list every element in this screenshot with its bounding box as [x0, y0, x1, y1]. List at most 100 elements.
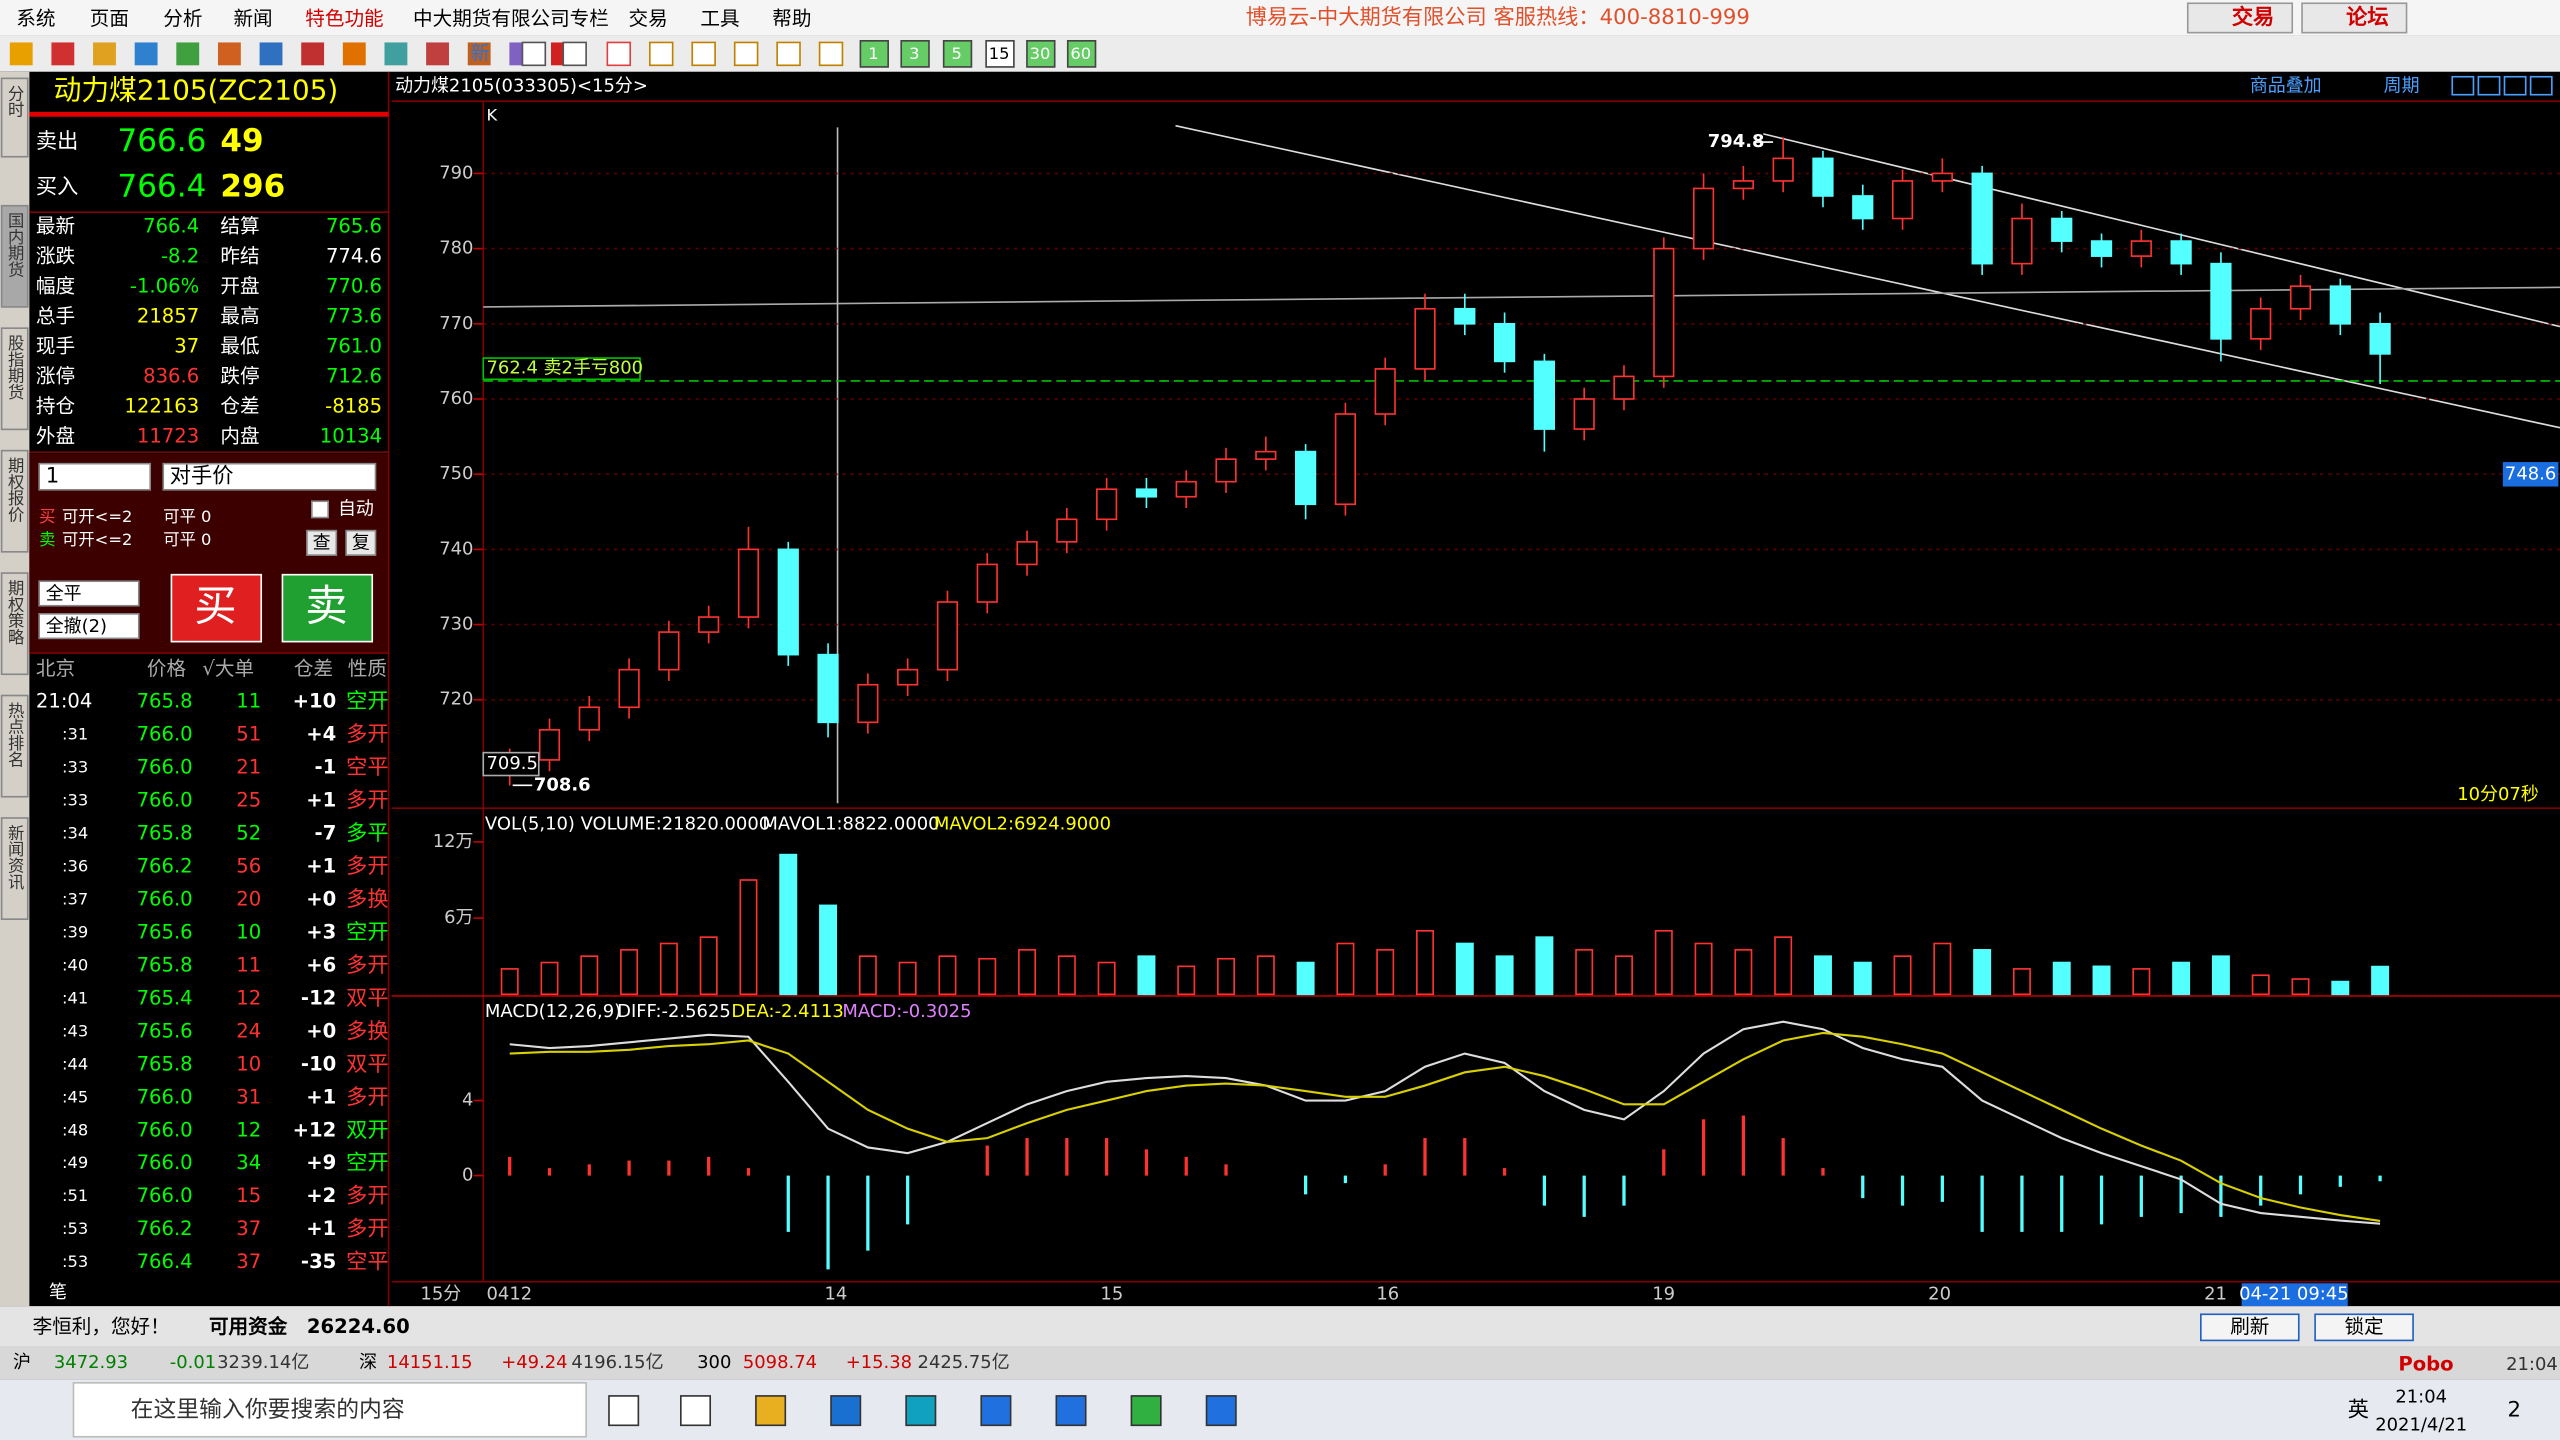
menu-item[interactable]: 工具	[700, 7, 739, 30]
refresh-label[interactable]: 刷新	[2230, 1315, 2269, 1338]
side-tab-label[interactable]: 股指期货	[5, 335, 24, 400]
toolbar-icon[interactable]	[301, 42, 325, 66]
auto-checkbox[interactable]	[311, 500, 329, 519]
ime-indicator[interactable]: 英	[2348, 1398, 2369, 1423]
period-label[interactable]: 30	[1030, 44, 1051, 63]
period-label[interactable]: 15	[989, 44, 1010, 63]
lock-button[interactable]	[2314, 1313, 2414, 1342]
chart-control[interactable]	[2503, 75, 2527, 96]
chart-link[interactable]: 商品叠加	[2250, 76, 2322, 97]
cancel-all-button[interactable]	[38, 613, 140, 640]
toolbar-icon[interactable]	[51, 42, 75, 66]
toolbar-icon[interactable]	[426, 42, 449, 66]
side-tab-label[interactable]: 分时	[5, 85, 24, 118]
toolbar-icon[interactable]	[9, 42, 33, 66]
period-button[interactable]	[1066, 40, 1097, 68]
sell-button[interactable]	[281, 573, 374, 643]
side-tab-label[interactable]: 热点排名	[5, 702, 24, 767]
taskbar-icon[interactable]	[680, 1395, 712, 1427]
period-button[interactable]	[942, 40, 973, 68]
menu-item[interactable]: 页面	[90, 7, 129, 30]
header-button-label[interactable]: 论坛	[2346, 4, 2388, 30]
side-tab-label[interactable]: 国内期货	[5, 212, 24, 277]
chart-control[interactable]	[2529, 75, 2553, 96]
toolbar-icon[interactable]	[467, 42, 491, 66]
toolbar-icon[interactable]	[818, 41, 844, 67]
taskbar-icon[interactable]	[1055, 1395, 1087, 1427]
chart-link[interactable]: 周期	[2384, 76, 2420, 97]
reset-button[interactable]	[345, 529, 377, 556]
toolbar-icon[interactable]	[521, 41, 547, 67]
period-label[interactable]: 1	[868, 44, 878, 63]
side-tab-label[interactable]: 期权策略	[5, 580, 24, 645]
side-tab[interactable]	[0, 449, 29, 553]
toolbar-label[interactable]: 新	[470, 41, 490, 64]
query-label[interactable]: 查	[313, 533, 331, 554]
menu-item[interactable]: 系统	[16, 7, 55, 30]
toolbar-icon[interactable]	[259, 42, 283, 66]
toolbar-icon[interactable]	[342, 42, 366, 66]
taskbar-icon[interactable]	[755, 1395, 787, 1427]
quantity-value[interactable]: 1	[46, 464, 60, 489]
toolbar-icon[interactable]	[562, 41, 587, 67]
menu-item[interactable]: 特色功能	[305, 7, 383, 30]
side-tab[interactable]	[0, 77, 29, 158]
search-placeholder[interactable]: 在这里输入你要搜索的内容	[131, 1397, 405, 1423]
taskbar-icon[interactable]	[830, 1395, 862, 1427]
cancel-all-label[interactable]: 全撤(2)	[46, 616, 107, 637]
menu-item[interactable]: 新闻	[233, 7, 272, 30]
toolbar-icon[interactable]	[134, 42, 158, 66]
header-button-label[interactable]: 交易	[2232, 4, 2274, 30]
taskbar-icon[interactable]	[1130, 1395, 1162, 1427]
close-all-label[interactable]: 全平	[46, 583, 82, 604]
header-button[interactable]	[2301, 2, 2408, 34]
period-button[interactable]	[1026, 40, 1056, 68]
close-all-button[interactable]	[38, 580, 140, 607]
lock-label[interactable]: 锁定	[2344, 1315, 2383, 1338]
side-tab[interactable]	[0, 204, 29, 308]
side-tab-label[interactable]: 新闻资讯	[5, 824, 24, 890]
menu-item[interactable]: 分析	[163, 7, 202, 30]
period-button[interactable]	[900, 40, 930, 68]
toolbar-icon[interactable]	[776, 41, 801, 67]
side-tab-label[interactable]: 期权报价	[5, 457, 24, 522]
search-box[interactable]	[72, 1382, 587, 1438]
menu-item[interactable]: 交易	[629, 7, 668, 30]
period-label[interactable]: 3	[909, 44, 919, 63]
notification-count[interactable]: 2	[2508, 1398, 2522, 1423]
query-button[interactable]	[306, 529, 338, 556]
menu-item[interactable]: 中大期货有限公司专栏	[413, 7, 609, 30]
toolbar-icon[interactable]	[176, 42, 200, 66]
buy-button[interactable]	[170, 573, 263, 643]
taskbar-icon[interactable]	[905, 1395, 937, 1427]
toolbar-icon[interactable]	[93, 42, 116, 66]
taskbar-icon[interactable]	[980, 1395, 1012, 1427]
toolbar-icon[interactable]	[691, 41, 716, 67]
side-tab[interactable]	[0, 694, 29, 798]
toolbar-icon[interactable]	[606, 41, 632, 67]
period-button[interactable]	[985, 40, 1015, 68]
price-type-select[interactable]	[162, 462, 377, 491]
side-tab[interactable]	[0, 327, 29, 431]
side-tab[interactable]	[0, 572, 29, 676]
menu-item[interactable]: 帮助	[772, 7, 811, 30]
toolbar-icon[interactable]	[648, 41, 674, 67]
period-button[interactable]	[859, 40, 889, 68]
header-button[interactable]	[2186, 2, 2294, 34]
reset-label[interactable]: 复	[352, 533, 370, 554]
price-type-value[interactable]: 对手价	[170, 464, 234, 489]
buy-label[interactable]: 买	[194, 582, 236, 631]
taskbar-icon[interactable]	[608, 1395, 640, 1427]
toolbar-icon[interactable]	[733, 41, 759, 67]
chart-control[interactable]	[2477, 75, 2501, 96]
period-label[interactable]: 60	[1070, 44, 1091, 63]
side-tab[interactable]	[0, 817, 29, 920]
toolbar-icon[interactable]	[384, 42, 408, 66]
refresh-button[interactable]	[2200, 1313, 2300, 1342]
taskbar-icon[interactable]	[1205, 1395, 1237, 1427]
period-label[interactable]: 5	[952, 44, 962, 63]
chart-control[interactable]	[2451, 75, 2475, 96]
sell-label[interactable]: 卖	[305, 582, 347, 631]
toolbar-icon[interactable]	[217, 42, 241, 66]
quantity-input[interactable]	[38, 462, 152, 491]
